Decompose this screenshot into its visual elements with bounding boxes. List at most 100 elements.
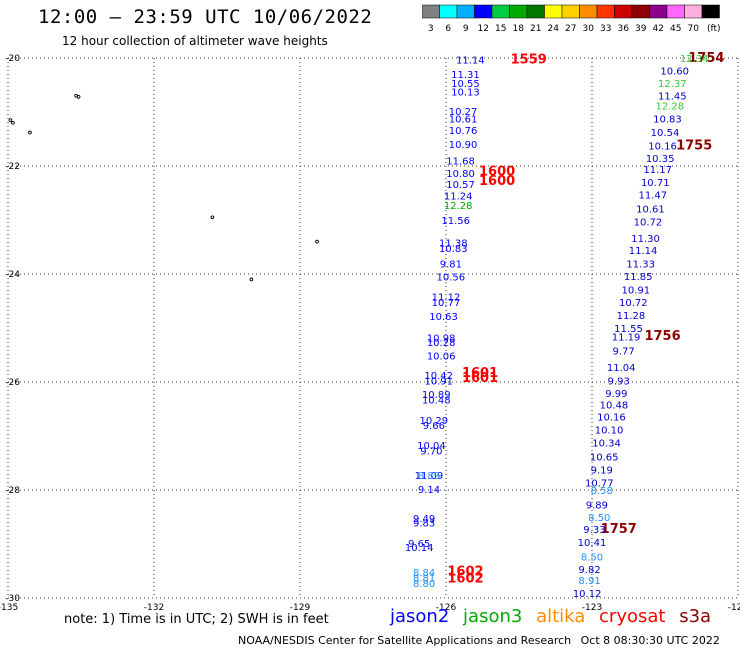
wave-height-label: 9.66 <box>423 421 445 432</box>
wave-height-label: 10.57 <box>446 180 475 191</box>
wave-height-label: 10.77 <box>585 478 614 489</box>
wave-height-label: 9.81 <box>440 260 462 271</box>
legend-altika: altika <box>536 606 586 627</box>
y-tick-label: -30 <box>5 594 20 604</box>
wave-height-label: 12.28 <box>444 201 473 212</box>
wave-height-label: 8.50 <box>588 513 610 524</box>
wave-height-label: 10.04 <box>417 441 446 452</box>
pass-time-label: 1602 <box>447 572 483 587</box>
pass-time-label: 1754 <box>688 51 724 66</box>
pass-time-label: 1559 <box>511 53 547 68</box>
colorbar-label: 12 <box>478 24 489 34</box>
colorbar-label: 18 <box>513 24 525 34</box>
wave-height-label: 9.33 <box>583 525 605 536</box>
wave-height-label: 10.48 <box>600 401 629 412</box>
credit-time: Oct 8 08:30:30 UTC 2022 <box>580 634 720 647</box>
wave-height-label: 9.99 <box>605 389 627 400</box>
wave-height-label: 8.84 <box>413 568 435 579</box>
legend-jason3: jason3 <box>463 606 523 627</box>
wave-height-label: 10.14 <box>405 543 434 554</box>
wave-height-label: 10.55 <box>451 79 480 90</box>
wave-height-label: 10.29 <box>420 416 449 427</box>
colorbar-label: 39 <box>635 24 647 34</box>
pass-time-label: 1601 <box>462 371 498 386</box>
legend-s3a: s3a <box>679 606 712 627</box>
wave-height-label: 11.45 <box>658 91 687 102</box>
pass-time-label: 1756 <box>644 329 680 344</box>
wave-height-label: 10.72 <box>619 298 648 309</box>
wave-height-label: 11.55 <box>614 324 643 335</box>
wave-height-label: 10.56 <box>437 273 466 284</box>
pass-time-label: 1757 <box>601 522 637 537</box>
wave-height-label: 10.42 <box>424 371 453 382</box>
wave-height-label: 10.12 <box>573 589 602 600</box>
legend-jason2: jason2 <box>390 606 450 627</box>
colorbar-label: 30 <box>583 24 595 34</box>
colorbar: 3 6 9 12 15 18 21 24 27 30 33 36 39 42 45 70 (ft) <box>422 4 721 34</box>
wave-height-label: 10.48 <box>422 395 451 406</box>
wave-height-label: 10.83 <box>439 244 468 255</box>
wave-height-label: 8.50 <box>581 552 603 563</box>
wave-height-label: 10.83 <box>653 114 682 125</box>
wave-height-label: 11.04 <box>607 363 636 374</box>
wave-height-label: 9.14 <box>418 485 440 496</box>
colorbar-label: 15 <box>495 24 506 34</box>
colorbar-label: 6 <box>445 24 451 34</box>
wave-height-label: 11.85 <box>624 272 653 283</box>
wave-height-label: 10.65 <box>590 453 619 464</box>
wave-height-label: 10.27 <box>449 107 478 118</box>
wave-height-label: 11.28 <box>617 311 646 322</box>
wave-height-label: 11.09 <box>415 471 444 482</box>
wave-height-label: 11.33 <box>626 260 655 271</box>
wave-height-label: 9.83 <box>413 518 435 529</box>
wave-height-label: 10.61 <box>449 114 478 125</box>
wave-height-label: 9.82 <box>578 565 600 576</box>
credit-line: NOAA/NESDIS Center for Satellite Applica… <box>238 634 726 647</box>
y-tick-label: -24 <box>5 270 20 280</box>
colorbar-label: 9 <box>463 24 469 34</box>
x-tick-label: -126 <box>436 603 457 613</box>
wave-height-label: 12.34 <box>680 54 709 65</box>
satellite-legend: jason2 jason3 altika cryosat s3a <box>390 606 719 627</box>
wave-height-label: 8.80 <box>413 579 435 590</box>
wave-height-label: 10.71 <box>641 178 670 189</box>
wave-height-label: 11.30 <box>631 234 660 245</box>
legend-cryosat: cryosat <box>599 606 666 627</box>
wave-height-label: 11.14 <box>456 56 485 67</box>
wave-height-label: 10.28 <box>427 338 456 349</box>
wave-height-label: 11.24 <box>444 192 473 203</box>
colorbar-label: 27 <box>565 24 576 34</box>
wave-height-label: 12.28 <box>656 102 685 113</box>
wave-height-label: 9.19 <box>591 465 613 476</box>
wave-height-label: 10.76 <box>449 126 478 137</box>
pass-time-label: 1602 <box>447 565 483 580</box>
wave-height-label: 10.41 <box>578 538 607 549</box>
wave-height-label: 11.31 <box>451 70 480 81</box>
wave-height-label: 9.49 <box>413 514 435 525</box>
pass-time-label: 1755 <box>676 138 712 153</box>
pass-time-label: 1600 <box>479 174 515 189</box>
x-tick-label: -132 <box>144 603 164 613</box>
colorbar-swatch <box>701 4 720 19</box>
y-tick-label: -22 <box>5 162 20 172</box>
wave-height-label: 8.91 <box>578 576 600 587</box>
wave-height-label: 10.13 <box>451 87 480 98</box>
pass-time-label: 1600 <box>479 164 515 179</box>
x-tick-label: -135 <box>0 603 18 613</box>
wave-height-label: 11.56 <box>441 216 470 227</box>
island-marker <box>210 215 215 220</box>
wave-height-label: 11.12 <box>432 293 461 304</box>
wave-height-label: 10.63 <box>429 312 458 323</box>
colorbar-label: 42 <box>653 24 664 34</box>
wave-height-label: 11.17 <box>643 165 672 176</box>
y-tick-label: -20 <box>5 54 20 64</box>
wave-height-label: 10.90 <box>449 140 478 151</box>
footer-note: note: 1) Time is in UTC; 2) SWH is in fe… <box>64 612 329 627</box>
wave-height-label: 10.60 <box>660 66 689 77</box>
wave-height-label: 10.35 <box>646 154 675 165</box>
y-tick-label: -28 <box>5 486 20 496</box>
island-marker <box>28 130 32 135</box>
colorbar-label: 21 <box>530 24 541 34</box>
wave-height-label: 9.70 <box>420 447 442 458</box>
